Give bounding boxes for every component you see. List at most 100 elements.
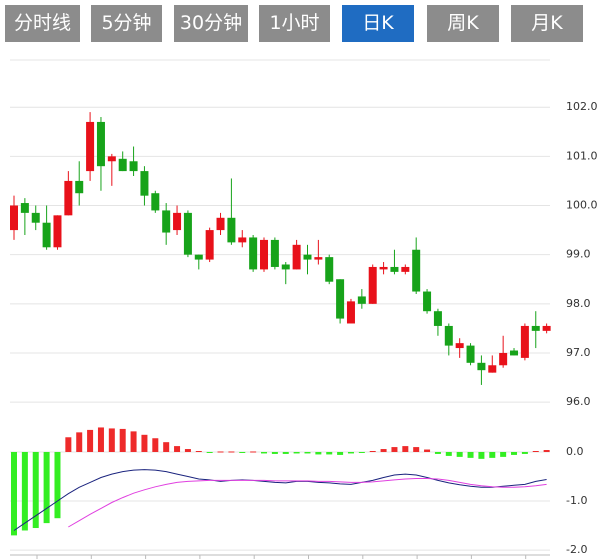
candle-body	[86, 121, 95, 172]
macd-bar	[217, 451, 224, 453]
period-tab[interactable]: 1小时	[259, 5, 330, 42]
macd-bar	[174, 446, 181, 452]
candle-body	[542, 325, 551, 331]
candle-body	[238, 237, 247, 243]
macd-bar	[456, 451, 463, 457]
candle-body	[368, 266, 377, 304]
macd-bar	[206, 451, 213, 453]
candle-body	[53, 215, 62, 248]
macd-bar	[250, 451, 257, 453]
y-tick-label: 0.0	[566, 445, 584, 458]
macd-bar	[282, 451, 289, 454]
candle-body	[42, 222, 51, 248]
macd-bar	[76, 432, 83, 452]
candle-body	[270, 239, 279, 267]
candle-body	[107, 156, 116, 162]
candle-body	[20, 203, 29, 213]
period-tab[interactable]: 5分钟	[91, 5, 162, 42]
macd-bar	[228, 451, 235, 453]
macd-bar	[32, 451, 39, 529]
macd-bar	[163, 442, 170, 452]
y-tick-label: 96.0	[566, 395, 591, 408]
candle-body	[401, 266, 410, 272]
macd-bar	[347, 451, 354, 454]
candle-body	[455, 343, 464, 349]
macd-bar	[358, 451, 365, 453]
candle-body	[173, 212, 182, 231]
candle-body	[423, 291, 432, 312]
macd-bar	[315, 451, 322, 455]
macd-bar	[511, 451, 518, 455]
candle-body	[64, 180, 73, 216]
macd-bar	[445, 451, 452, 456]
candle-body	[477, 362, 486, 371]
candle-body	[531, 325, 540, 331]
macd-bar	[130, 431, 137, 452]
candle-body	[303, 254, 312, 260]
macd-bar	[97, 427, 104, 452]
macd-bar	[543, 450, 550, 452]
macd-bar	[293, 451, 300, 454]
macd-bar	[337, 451, 344, 455]
candle-body	[162, 210, 171, 233]
macd-bar	[326, 451, 333, 455]
y-tick-label: 97.0	[566, 346, 591, 359]
macd-bar	[87, 429, 94, 452]
candle-body	[140, 171, 149, 196]
y-tick-label: 100.0	[566, 199, 598, 212]
period-tab[interactable]: 30分钟	[174, 5, 248, 42]
macd-bar	[391, 447, 398, 452]
dea-line	[68, 478, 547, 528]
candle-body	[520, 325, 529, 358]
macd-bar	[239, 451, 246, 453]
period-tab[interactable]: 日K	[342, 5, 414, 42]
period-tab[interactable]: 周K	[427, 5, 499, 42]
macd-bar	[413, 447, 420, 452]
macd-bar	[11, 451, 17, 536]
candle-body	[194, 254, 203, 260]
candle-body	[433, 311, 442, 326]
macd-bar	[434, 451, 441, 454]
macd-bar	[54, 451, 61, 519]
macd-bar	[402, 446, 409, 452]
candle-body	[10, 205, 18, 231]
candle-body	[325, 257, 334, 282]
macd-bar	[369, 451, 376, 452]
candle-body	[314, 257, 323, 260]
candle-body	[75, 180, 84, 194]
candle-body	[96, 121, 105, 167]
candle-body	[346, 301, 355, 324]
macd-bar	[43, 451, 50, 524]
candle-body	[444, 325, 453, 346]
macd-bar	[152, 438, 159, 452]
macd-bar	[108, 428, 115, 452]
candle-body	[412, 249, 421, 292]
y-tick-label: 102.0	[566, 100, 598, 113]
candle-body	[292, 244, 301, 270]
y-tick-label: -1.0	[566, 494, 587, 507]
y-tick-label: -2.0	[566, 543, 587, 556]
period-tab[interactable]: 月K	[511, 5, 583, 42]
candle-body	[357, 296, 366, 304]
macd-bar	[380, 449, 387, 452]
candle-body	[390, 266, 399, 272]
candle-body	[183, 212, 192, 255]
candle-body	[379, 266, 388, 270]
macd-bar	[521, 451, 528, 454]
macd-bar	[195, 451, 202, 452]
candle-body	[260, 239, 269, 270]
candle-body	[249, 237, 258, 270]
candle-body	[118, 158, 127, 172]
candle-body	[31, 212, 40, 223]
macd-bar	[271, 451, 278, 454]
macd-bar	[141, 434, 148, 452]
macd-bar	[532, 451, 539, 452]
candle-body	[281, 264, 290, 270]
candle-body	[336, 279, 345, 319]
macd-bar	[65, 437, 72, 452]
macd-bar	[21, 451, 28, 531]
period-tab[interactable]: 分时线	[5, 5, 80, 42]
candle-body	[466, 345, 475, 363]
